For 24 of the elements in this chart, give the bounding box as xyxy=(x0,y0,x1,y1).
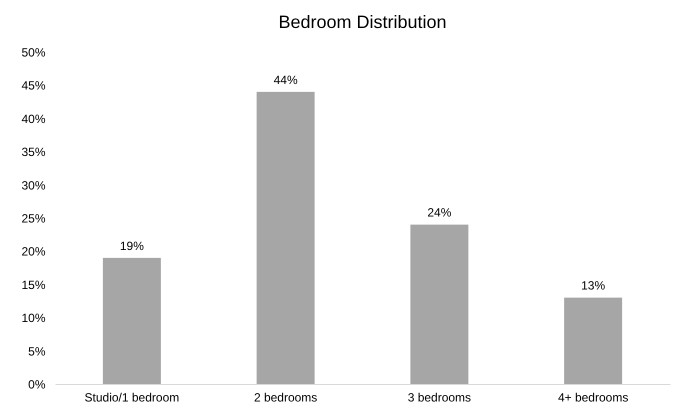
y-tick-label: 35% xyxy=(21,145,46,160)
bar xyxy=(102,258,161,384)
y-tick-label: 25% xyxy=(21,212,46,226)
x-tick-label: 3 bedrooms xyxy=(408,390,472,404)
x-tick-label: Studio/1 bedroom xyxy=(84,390,180,404)
data-label: 13% xyxy=(581,278,606,293)
data-label: 44% xyxy=(274,72,298,87)
data-label: 24% xyxy=(427,206,452,220)
y-tick-label: 40% xyxy=(21,112,46,126)
chart-title: Bedroom Distribution xyxy=(278,12,447,32)
bar xyxy=(256,92,315,384)
y-tick-label: 45% xyxy=(21,78,46,93)
x-tick-label: 4+ bedrooms xyxy=(558,390,628,404)
bar xyxy=(564,298,622,384)
bar xyxy=(410,224,468,384)
y-tick-label: 20% xyxy=(21,244,46,259)
y-tick-label: 5% xyxy=(28,344,46,358)
y-tick-label: 15% xyxy=(21,278,46,292)
data-label: 19% xyxy=(120,238,144,253)
y-tick-label: 10% xyxy=(21,311,46,326)
y-tick-label: 50% xyxy=(21,46,46,60)
y-tick-label: 30% xyxy=(21,178,46,192)
x-tick-label: 2 bedrooms xyxy=(254,390,318,404)
y-tick-label: 0% xyxy=(28,378,46,392)
